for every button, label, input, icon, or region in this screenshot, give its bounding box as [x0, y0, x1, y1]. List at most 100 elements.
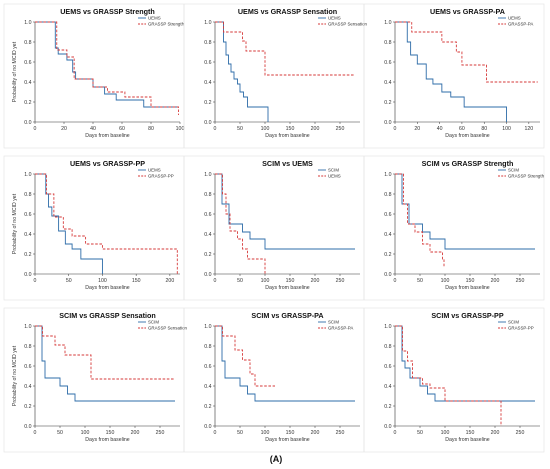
y-tick-label: 0.4 [204, 384, 211, 390]
x-tick-label: 20 [414, 126, 420, 132]
x-tick-label: 100 [502, 126, 511, 132]
y-tick-label: 1.0 [204, 172, 211, 178]
chart-title: UEMS vs GRASSP-PP [70, 159, 145, 168]
chart-panel-1: UEMS vs GRASSP Strength 0.0 0.2 0.4 0.6 0.8 1.… [3, 3, 185, 149]
x-tick-label: 50 [237, 430, 243, 436]
series-line-2 [35, 21, 179, 115]
x-tick-label: 200 [311, 126, 320, 132]
x-tick-label: 100 [176, 126, 185, 132]
x-tick-label: 0 [394, 278, 397, 284]
x-tick-label: 150 [106, 430, 115, 436]
x-tick-label: 100 [261, 430, 270, 436]
x-tick-label: 250 [516, 430, 525, 436]
y-tick-label: 0.4 [384, 80, 391, 86]
x-axis-label: Days from baseline [265, 285, 310, 291]
y-tick-label: 1.0 [24, 172, 31, 178]
x-tick-label: 200 [311, 430, 320, 436]
series-line-1 [395, 173, 535, 250]
legend-entry: SCIM [508, 320, 519, 325]
series-line-2 [395, 21, 538, 83]
x-tick-label: 120 [525, 126, 534, 132]
x-tick-label: 150 [286, 430, 295, 436]
series-line-2 [215, 21, 355, 76]
legend-entry: SCIM [508, 168, 519, 173]
x-tick-label: 0 [394, 126, 397, 132]
chart-title: UEMS vs GRASSP-PA [430, 7, 505, 16]
y-tick-label: 0.6 [24, 364, 31, 370]
chart-title: UEMS vs GRASSP Strength [60, 7, 155, 16]
x-axis-label: Days from baseline [265, 133, 310, 139]
chart-title: SCIM vs GRASSP-PP [431, 311, 503, 320]
x-tick-label: 150 [286, 126, 295, 132]
y-tick-label: 0.8 [204, 344, 211, 350]
x-tick-label: 50 [57, 430, 63, 436]
y-tick-label: 1.0 [384, 324, 391, 330]
legend-entry: SCIM [148, 320, 159, 325]
x-tick-label: 0 [34, 126, 37, 132]
x-tick-label: 100 [81, 430, 90, 436]
x-tick-label: 150 [466, 278, 475, 284]
chart-title: SCIM vs UEMS [262, 159, 313, 168]
chart-title: SCIM vs GRASSP Strength [422, 159, 514, 168]
x-tick-label: 0 [214, 126, 217, 132]
y-tick-label: 0.2 [24, 100, 31, 106]
legend-entry: GRASSP-PA [328, 326, 353, 331]
y-tick-label: 0.0 [204, 424, 211, 430]
x-tick-label: 150 [286, 278, 295, 284]
x-tick-label: 50 [417, 278, 423, 284]
legend-entry: GRASSP Strength [508, 174, 545, 179]
y-tick-label: 0.6 [384, 212, 391, 218]
y-axis-label: Probability of no MCID yet [12, 193, 18, 254]
x-tick-label: 50 [237, 278, 243, 284]
series-line-1 [215, 21, 269, 122]
series-line-2 [35, 325, 175, 380]
y-tick-label: 1.0 [24, 324, 31, 330]
chart-panel-3: UEMS vs GRASSP-PA 0.0 0.2 0.4 0.6 0.8 1.0 0 20 40… [363, 3, 545, 149]
series-line-2 [395, 325, 502, 426]
x-tick-label: 100 [441, 278, 450, 284]
x-tick-label: 250 [156, 430, 165, 436]
x-tick-label: 250 [336, 278, 345, 284]
chart-panel-7: SCIM vs GRASSP Sensation 0.0 0.2 0.4 0.6 0.8 1… [3, 307, 188, 453]
x-tick-label: 200 [311, 278, 320, 284]
legend-entry: UEMS [148, 16, 161, 21]
y-tick-label: 0.6 [384, 60, 391, 66]
series-line-2 [215, 325, 275, 387]
y-tick-label: 0.6 [204, 364, 211, 370]
x-tick-label: 0 [34, 278, 37, 284]
series-line-1 [215, 325, 355, 402]
y-tick-label: 0.8 [24, 344, 31, 350]
x-axis-label: Days from baseline [445, 285, 490, 291]
legend-entry: SCIM [328, 320, 339, 325]
y-tick-label: 0.4 [384, 384, 391, 390]
y-tick-label: 0.2 [384, 100, 391, 106]
legend-entry: GRASSP Sensation [148, 326, 188, 331]
x-tick-label: 0 [394, 430, 397, 436]
x-tick-label: 100 [441, 430, 450, 436]
y-tick-label: 0.8 [384, 344, 391, 350]
y-tick-label: 0.4 [24, 80, 31, 86]
panel-frame [363, 307, 545, 453]
x-tick-label: 200 [491, 430, 500, 436]
x-axis-label: Days from baseline [85, 133, 130, 139]
x-tick-label: 80 [481, 126, 487, 132]
x-tick-label: 60 [119, 126, 125, 132]
chart-panel-8: SCIM vs GRASSP-PA 0.0 0.2 0.4 0.6 0.8 1.0 0 50 10… [183, 307, 365, 453]
y-tick-label: 0.6 [24, 212, 31, 218]
y-tick-label: 0.2 [384, 404, 391, 410]
series-line-2 [215, 173, 266, 274]
y-tick-label: 1.0 [384, 172, 391, 178]
x-axis-label: Days from baseline [265, 437, 310, 443]
legend-entry: GRASSP-PA [508, 22, 533, 27]
chart-title: SCIM vs GRASSP-PA [251, 311, 323, 320]
y-tick-label: 0.6 [24, 60, 31, 66]
y-tick-label: 0.4 [24, 384, 31, 390]
legend-entry: UEMS [328, 16, 341, 21]
series-line-1 [35, 173, 103, 274]
y-tick-label: 0.0 [204, 120, 211, 126]
y-tick-label: 0.2 [204, 404, 211, 410]
x-tick-label: 50 [417, 430, 423, 436]
panel-frame [363, 3, 545, 149]
x-tick-label: 60 [459, 126, 465, 132]
